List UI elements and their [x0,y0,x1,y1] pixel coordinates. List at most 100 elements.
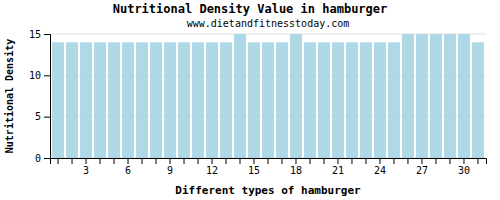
y-tick: 0 [35,153,50,164]
title: Nutritional Density Value in hamburger [113,2,388,16]
x-tick-mark [309,158,310,164]
x-axis: 3 6 9 12 15 18 21 24 27 30 [51,158,487,176]
x-tick: 24 [374,158,386,176]
x-tick-mark [254,158,255,164]
x-tick-mark [184,158,185,164]
x-tick [393,158,394,164]
x-tick-mark [393,158,394,164]
x-tick: 6 [125,158,131,176]
x-tick-mark [477,158,478,164]
plot-area: 3 6 9 12 15 18 21 24 27 30 0 5 10 15 [29,29,487,176]
x-tick: 18 [290,158,302,176]
bar [402,34,414,158]
x-tick-mark [463,158,464,164]
bar [332,42,344,158]
x-tick: 27 [416,158,428,176]
x-tick [477,158,478,164]
x-tick-mark [142,158,143,164]
x-tick-label: 3 [83,165,89,176]
y-tick-label: 5 [35,111,41,122]
x-tick [198,158,199,164]
x-tick [449,158,450,164]
x-axis-line [51,159,487,165]
x-tick [100,158,101,164]
x-tick [407,158,408,164]
bar [290,34,302,158]
x-tick-label: 21 [332,165,344,176]
x-tick: 3 [83,158,89,176]
x-tick [72,158,73,164]
bar [262,42,274,158]
x-tick: 15 [248,158,260,176]
x-tick [323,158,324,164]
y-tick-label: 15 [29,29,41,40]
bar [458,34,470,158]
bar [66,42,78,158]
x-tick [435,158,436,164]
bar [108,42,120,158]
x-tick [351,158,352,164]
x-tick-mark [226,158,227,164]
bar [220,42,232,158]
x-tick [114,158,115,164]
x-tick-mark [323,158,324,164]
x-tick-label: 9 [167,165,173,176]
x-tick-mark [58,158,59,164]
y-tick-mark [44,34,50,35]
x-tick [58,158,59,164]
x-tick: 30 [458,158,470,176]
x-tick [309,158,310,164]
y-tick: 15 [29,29,50,40]
x-tick [365,158,366,164]
bar [374,42,386,158]
bar [178,42,190,158]
bar [346,42,358,158]
x-tick-mark [435,158,436,164]
x-tick-mark [240,158,241,164]
x-tick: 9 [167,158,173,176]
x-tick-mark [156,158,157,164]
y-axis: 0 5 10 15 [29,29,51,164]
bars [52,34,484,158]
bar [430,34,442,158]
bar [276,42,288,158]
x-tick-mark [449,158,450,164]
bar [472,42,484,158]
x-tick-label: 6 [125,165,131,176]
bar [136,42,148,158]
bar [360,42,372,158]
x-tick-mark [198,158,199,164]
x-tick-label: 15 [248,165,260,176]
bar [304,42,316,158]
bar [318,42,330,158]
bar [192,42,204,158]
x-tick: 21 [332,158,344,176]
y-tick-mark [44,158,50,159]
bar [164,42,176,158]
y-tick: 10 [29,70,50,81]
x-tick-mark [212,158,213,164]
bar [416,34,428,158]
x-tick-mark [407,158,408,164]
x-axis-label: Different types of hamburger [175,184,361,197]
x-tick-mark [365,158,366,164]
x-tick-label: 24 [374,165,386,176]
x-tick-mark [351,158,352,164]
x-tick-mark [100,158,101,164]
x-tick-mark [170,158,171,164]
bar [234,34,246,158]
x-tick-label: 30 [458,165,470,176]
chart: Nutritional Density Value in hamburgerww… [0,0,500,200]
bar [248,42,260,158]
y-tick-mark [44,117,50,118]
x-tick [226,158,227,164]
bar [150,42,162,158]
x-tick-mark [268,158,269,164]
x-tick: 12 [206,158,218,176]
x-tick-label: 12 [206,165,218,176]
bar [206,42,218,158]
x-tick [184,158,185,164]
x-tick [142,158,143,164]
x-tick-mark [337,158,338,164]
x-tick-mark [295,158,296,164]
